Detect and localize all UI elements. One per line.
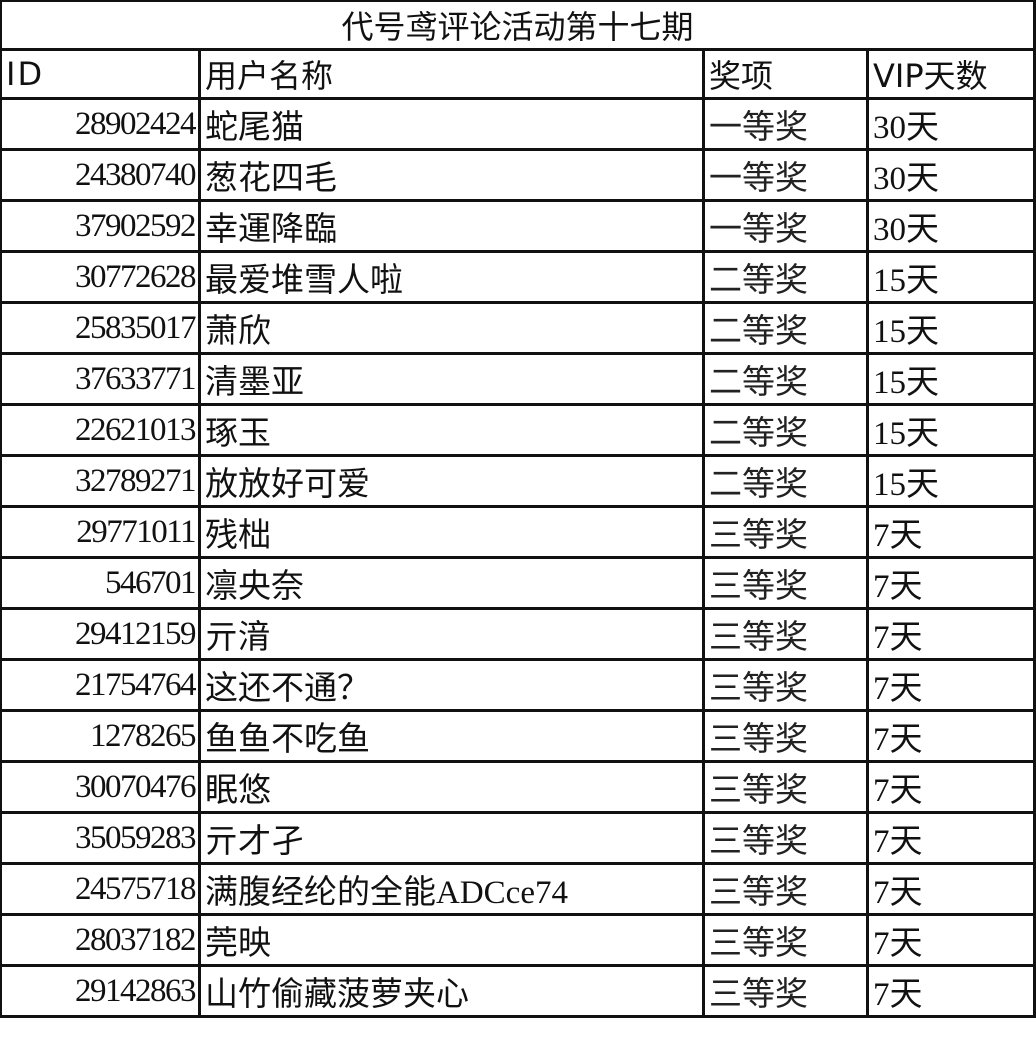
cell-id[interactable]: 37633771	[0, 352, 201, 406]
header-id[interactable]: ID	[0, 48, 201, 100]
table-row: 1278265 鱼鱼不吃鱼 三等奖 7天	[0, 709, 1036, 763]
table-title[interactable]: 代号鸢评论活动第十七期	[0, 0, 1036, 51]
cell-vip[interactable]: 30天	[865, 97, 1036, 151]
cell-name[interactable]: 这还不通？	[198, 658, 705, 712]
cell-vip[interactable]: 15天	[865, 352, 1036, 406]
cell-prize[interactable]: 三等奖	[702, 658, 869, 712]
cell-vip[interactable]: 7天	[865, 862, 1036, 916]
cell-name[interactable]: 亓才孑	[198, 811, 705, 865]
cell-name[interactable]: 眠悠	[198, 760, 705, 814]
table-row: 546701 凛央奈 三等奖 7天	[0, 556, 1036, 610]
cell-id[interactable]: 32789271	[0, 454, 201, 508]
cell-id[interactable]: 37902592	[0, 199, 201, 253]
table-row: 24380740 葱花四毛 一等奖 30天	[0, 148, 1036, 202]
cell-vip[interactable]: 7天	[865, 709, 1036, 763]
header-vip[interactable]: VIP天数	[865, 48, 1036, 100]
cell-id[interactable]: 30772628	[0, 250, 201, 304]
cell-prize[interactable]: 二等奖	[702, 352, 869, 406]
table-row: 29771011 残柮 三等奖 7天	[0, 505, 1036, 559]
cell-vip[interactable]: 15天	[865, 454, 1036, 508]
cell-id[interactable]: 28902424	[0, 97, 201, 151]
cell-vip[interactable]: 30天	[865, 148, 1036, 202]
table-row: 29412159 亓湇 三等奖 7天	[0, 607, 1036, 661]
table-row: 37633771 清墨亚 二等奖 15天	[0, 352, 1036, 406]
cell-id[interactable]: 29142863	[0, 964, 201, 1018]
table-row: 35059283 亓才孑 三等奖 7天	[0, 811, 1036, 865]
cell-prize[interactable]: 三等奖	[702, 607, 869, 661]
cell-prize[interactable]: 三等奖	[702, 709, 869, 763]
cell-name[interactable]: 亓湇	[198, 607, 705, 661]
cell-id[interactable]: 25835017	[0, 301, 201, 355]
cell-vip[interactable]: 7天	[865, 658, 1036, 712]
cell-name[interactable]: 放放好可爱	[198, 454, 705, 508]
cell-prize[interactable]: 三等奖	[702, 505, 869, 559]
cell-name[interactable]: 葱花四毛	[198, 148, 705, 202]
cell-name[interactable]: 幸運降臨	[198, 199, 705, 253]
table-row: 29142863 山竹偷藏菠萝夹心 三等奖 7天	[0, 964, 1036, 1018]
cell-vip[interactable]: 15天	[865, 301, 1036, 355]
cell-prize[interactable]: 二等奖	[702, 301, 869, 355]
cell-prize[interactable]: 三等奖	[702, 811, 869, 865]
cell-name[interactable]: 鱼鱼不吃鱼	[198, 709, 705, 763]
cell-vip[interactable]: 7天	[865, 811, 1036, 865]
cell-prize[interactable]: 三等奖	[702, 862, 869, 916]
cell-id[interactable]: 29771011	[0, 505, 201, 559]
cell-prize[interactable]: 一等奖	[702, 97, 869, 151]
winners-table: 代号鸢评论活动第十七期 ID 用户名称 奖项 VIP天数 28902424 蛇尾猫…	[0, 0, 1036, 1018]
cell-vip[interactable]: 7天	[865, 505, 1036, 559]
cell-vip[interactable]: 15天	[865, 403, 1036, 457]
title-row: 代号鸢评论活动第十七期	[0, 0, 1036, 51]
cell-id[interactable]: 35059283	[0, 811, 201, 865]
cell-prize[interactable]: 二等奖	[702, 454, 869, 508]
cell-vip[interactable]: 30天	[865, 199, 1036, 253]
cell-id[interactable]: 546701	[0, 556, 201, 610]
cell-prize[interactable]: 三等奖	[702, 913, 869, 967]
cell-vip[interactable]: 7天	[865, 760, 1036, 814]
cell-prize[interactable]: 一等奖	[702, 148, 869, 202]
header-prize[interactable]: 奖项	[702, 48, 869, 100]
cell-name[interactable]: 萧欣	[198, 301, 705, 355]
cell-prize[interactable]: 二等奖	[702, 250, 869, 304]
cell-name[interactable]: 清墨亚	[198, 352, 705, 406]
cell-vip[interactable]: 7天	[865, 607, 1036, 661]
cell-id[interactable]: 24575718	[0, 862, 201, 916]
table-row: 22621013 琢玉 二等奖 15天	[0, 403, 1036, 457]
table-row: 25835017 萧欣 二等奖 15天	[0, 301, 1036, 355]
cell-vip[interactable]: 7天	[865, 556, 1036, 610]
cell-name[interactable]: 山竹偷藏菠萝夹心	[198, 964, 705, 1018]
table-row: 32789271 放放好可爱 二等奖 15天	[0, 454, 1036, 508]
cell-name[interactable]: 凛央奈	[198, 556, 705, 610]
table-row: 28037182 莞映 三等奖 7天	[0, 913, 1036, 967]
table-row: 28902424 蛇尾猫 一等奖 30天	[0, 97, 1036, 151]
cell-name[interactable]: 蛇尾猫	[198, 97, 705, 151]
cell-id[interactable]: 29412159	[0, 607, 201, 661]
header-name[interactable]: 用户名称	[198, 48, 705, 100]
cell-name[interactable]: 残柮	[198, 505, 705, 559]
table-row: 21754764 这还不通？ 三等奖 7天	[0, 658, 1036, 712]
cell-id[interactable]: 30070476	[0, 760, 201, 814]
cell-name[interactable]: 莞映	[198, 913, 705, 967]
cell-prize[interactable]: 二等奖	[702, 403, 869, 457]
cell-prize[interactable]: 一等奖	[702, 199, 869, 253]
table-row: 30070476 眠悠 三等奖 7天	[0, 760, 1036, 814]
header-row: ID 用户名称 奖项 VIP天数	[0, 48, 1036, 100]
cell-prize[interactable]: 三等奖	[702, 964, 869, 1018]
cell-name[interactable]: 琢玉	[198, 403, 705, 457]
cell-id[interactable]: 28037182	[0, 913, 201, 967]
table-row: 30772628 最爱堆雪人啦 二等奖 15天	[0, 250, 1036, 304]
cell-id[interactable]: 24380740	[0, 148, 201, 202]
table-row: 24575718 满腹经纶的全能ADCce74 三等奖 7天	[0, 862, 1036, 916]
cell-vip[interactable]: 15天	[865, 250, 1036, 304]
cell-name[interactable]: 满腹经纶的全能ADCce74	[198, 862, 705, 916]
cell-name[interactable]: 最爱堆雪人啦	[198, 250, 705, 304]
cell-id[interactable]: 22621013	[0, 403, 201, 457]
cell-vip[interactable]: 7天	[865, 913, 1036, 967]
cell-id[interactable]: 1278265	[0, 709, 201, 763]
cell-id[interactable]: 21754764	[0, 658, 201, 712]
cell-prize[interactable]: 三等奖	[702, 556, 869, 610]
cell-vip[interactable]: 7天	[865, 964, 1036, 1018]
cell-prize[interactable]: 三等奖	[702, 760, 869, 814]
table-row: 37902592 幸運降臨 一等奖 30天	[0, 199, 1036, 253]
